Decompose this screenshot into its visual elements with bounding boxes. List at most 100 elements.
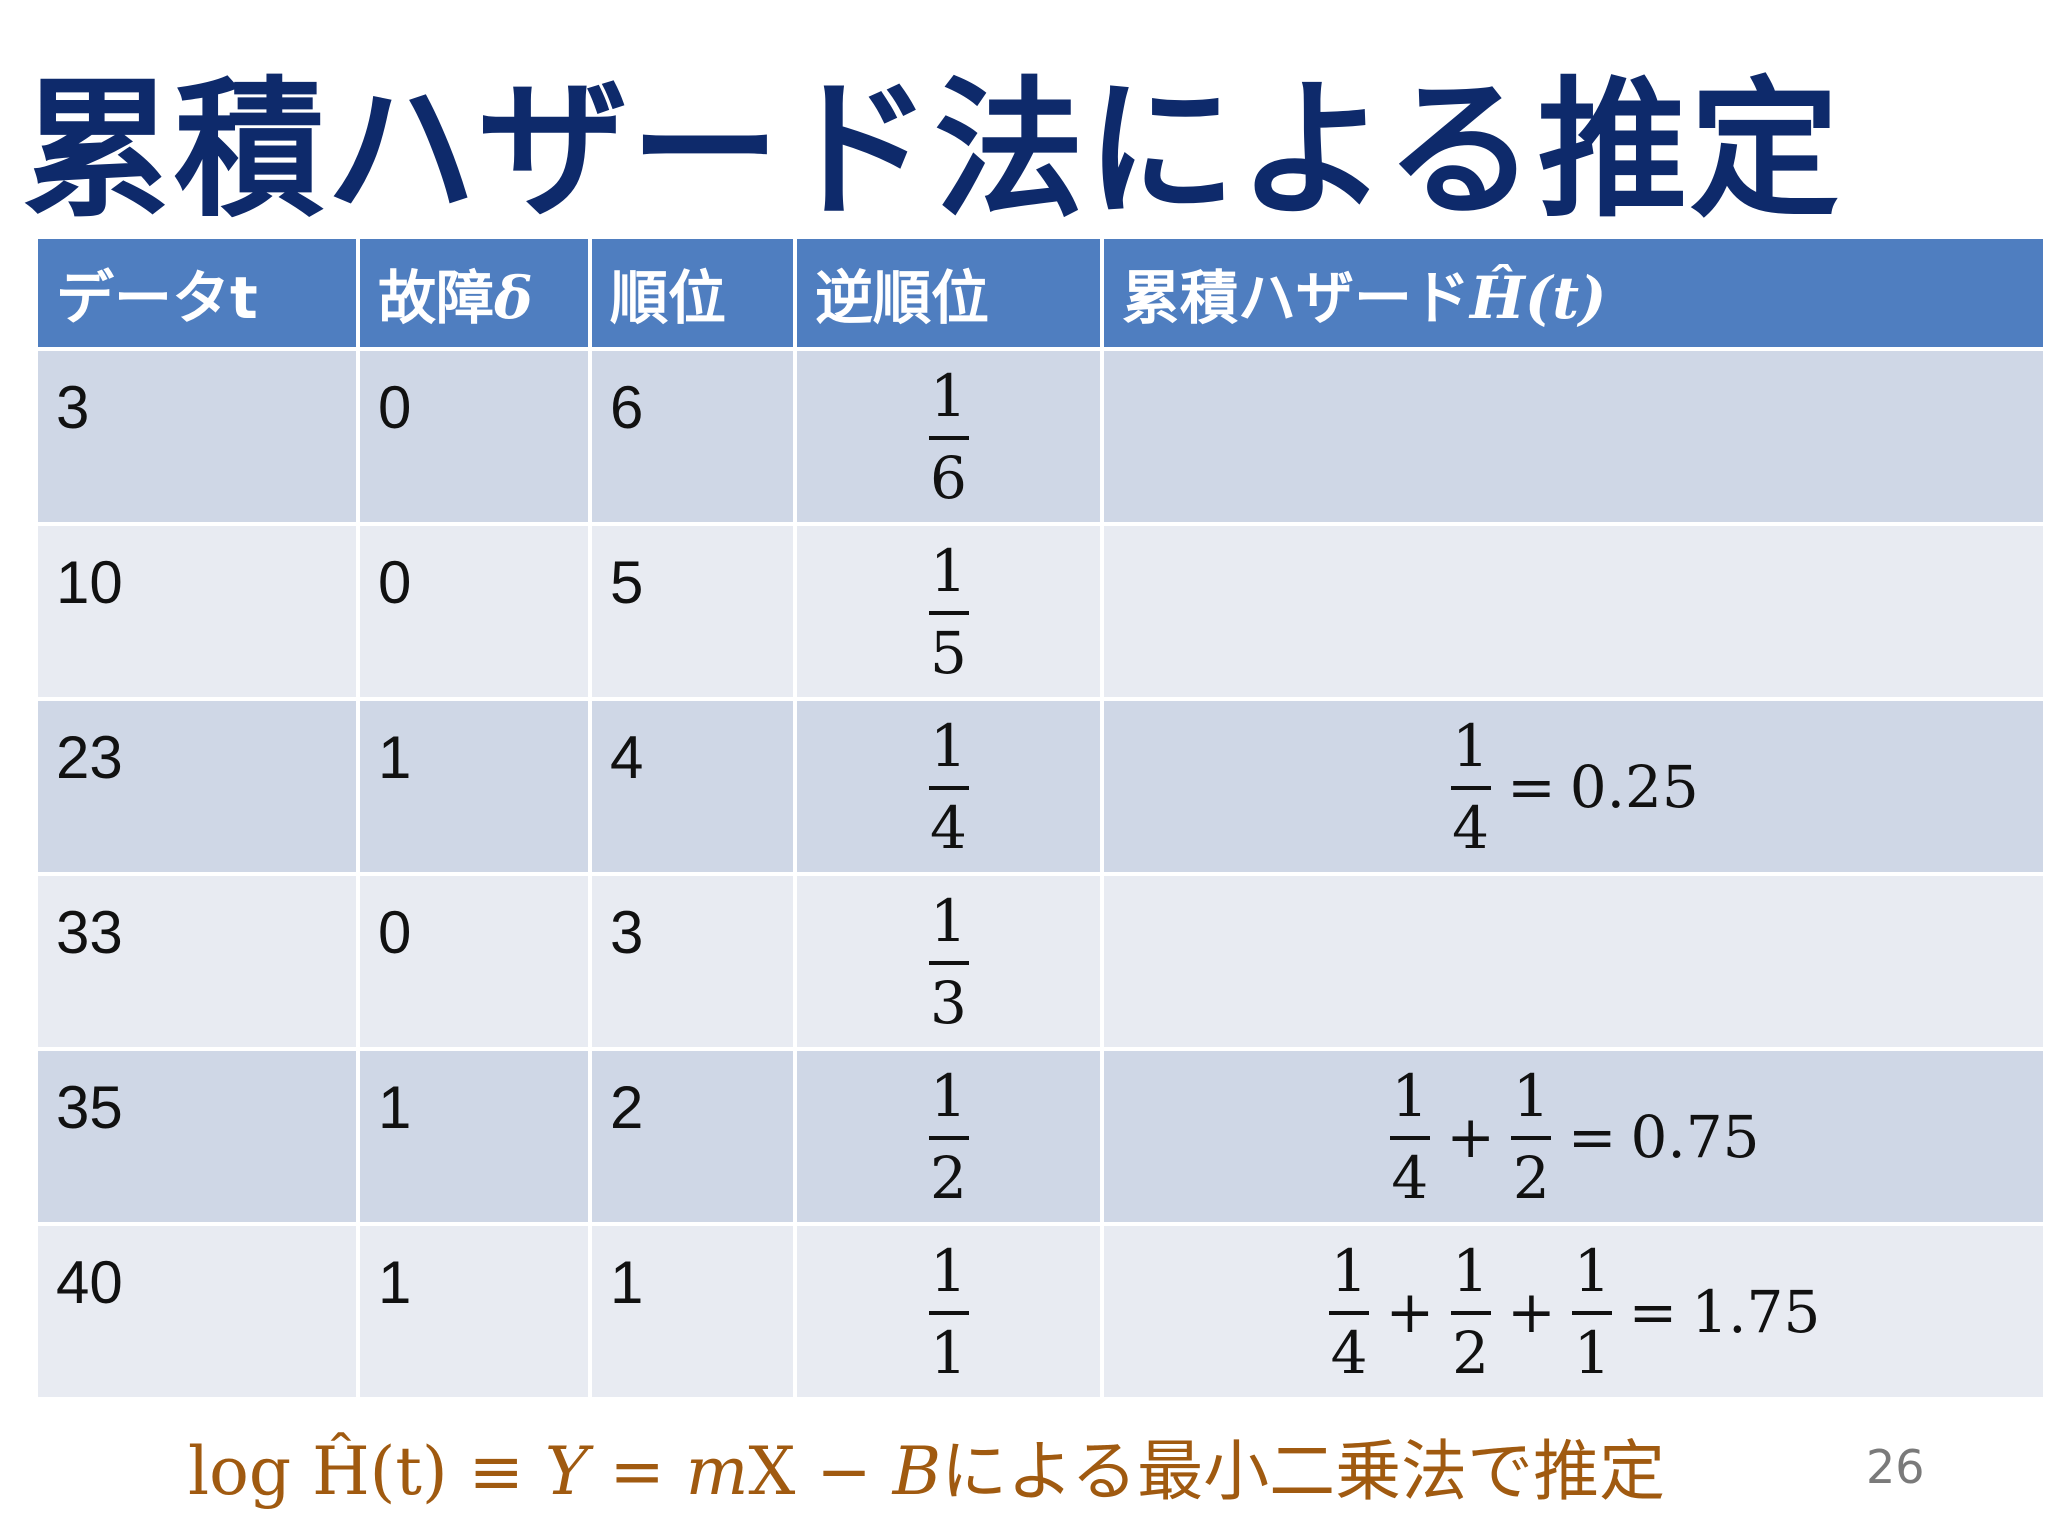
header-failure: 故障δ (356, 235, 592, 351)
page-number: 26 (1866, 1440, 1925, 1494)
formula-m: m (685, 1433, 749, 1510)
fraction-numerator: 1 (930, 711, 967, 780)
formula-minus: − (795, 1433, 893, 1510)
table-row: 35 1 2 1 2 1 4 +1 2 = 0.75 (34, 1047, 2047, 1226)
fraction-bar (1389, 1135, 1430, 1140)
hazard-result: 0.25 (1569, 752, 1699, 821)
cell-cumulative-hazard (1100, 522, 2047, 701)
cell-cumulative-hazard: 1 4 = 0.25 (1100, 697, 2047, 876)
formula-lhs: log Ĥ(t) (188, 1433, 448, 1510)
fraction-bar (928, 435, 969, 440)
cell-cumulative-hazard (1100, 347, 2047, 526)
cell-data-t: 10 (34, 522, 360, 701)
fraction-denominator: 4 (1452, 793, 1490, 862)
cell-data-t: 3 (34, 347, 360, 526)
table-row: 40 1 1 1 1 1 4 +1 2 +1 1 = 1.75 (34, 1222, 2047, 1401)
hazard-result: 0.75 (1630, 1102, 1760, 1171)
fraction-numerator: 1 (930, 361, 967, 430)
fraction-denominator: 2 (1452, 1318, 1490, 1387)
fraction-numerator: 1 (930, 536, 967, 605)
fraction-bar (928, 1135, 969, 1140)
fraction-denominator: 3 (930, 968, 967, 1037)
cell-failure: 0 (356, 872, 592, 1051)
fraction-denominator: 1 (930, 1318, 967, 1387)
cell-failure: 0 (356, 347, 592, 526)
cell-rank: 5 (588, 522, 797, 701)
table-row: 33 0 3 1 3 (34, 872, 2047, 1051)
least-squares-formula: log Ĥ(t) ≡ Y = mX − Bによる最小二乗法で推定 (188, 1422, 1665, 1522)
plus-sign: + (1507, 1277, 1556, 1346)
cell-cumulative-hazard: 1 4 +1 2 = 0.75 (1100, 1047, 2047, 1226)
cell-rank: 4 (588, 697, 797, 876)
fraction-numerator: 1 (1512, 1061, 1550, 1130)
fraction-denominator: 1 (1573, 1318, 1611, 1387)
cell-failure: 1 (356, 697, 592, 876)
header-hazard: 累積ハザードĤ(t) (1100, 235, 2047, 351)
formula-b: B (892, 1433, 942, 1510)
fraction-bar (1450, 1310, 1491, 1315)
fraction-numerator: 1 (930, 1061, 967, 1130)
fraction-denominator: 2 (1512, 1143, 1550, 1212)
table-row: 23 1 4 1 4 1 4 = 0.25 (34, 697, 2047, 876)
header-reverse-rank: 逆順位 (793, 235, 1104, 351)
cell-rank: 3 (588, 872, 797, 1051)
cell-rank: 2 (588, 1047, 797, 1226)
fraction-bar (1511, 1135, 1552, 1140)
cell-failure: 1 (356, 1047, 592, 1226)
fraction-numerator: 1 (930, 1236, 967, 1305)
fraction-bar (1329, 1310, 1370, 1315)
cell-cumulative-hazard (1100, 872, 2047, 1051)
fraction-bar (928, 610, 969, 615)
formula-x: X (748, 1433, 796, 1510)
hazard-result: 1.75 (1691, 1277, 1821, 1346)
table-header-row: データt 故障δ 順位 逆順位 累積ハザードĤ(t) (34, 235, 2047, 351)
header-data-t: データt (34, 235, 360, 351)
header-hazard-label: 累積ハザード (1122, 264, 1471, 332)
fraction-denominator: 4 (1391, 1143, 1429, 1212)
slide-title: 累積ハザード法による推定 (22, 64, 1842, 238)
table-row: 10 0 5 1 5 (34, 522, 2047, 701)
fraction-numerator: 1 (930, 886, 967, 955)
plus-sign: + (1446, 1102, 1495, 1171)
formula-y: Y (544, 1433, 589, 1510)
cell-cumulative-hazard: 1 4 +1 2 +1 1 = 1.75 (1100, 1222, 2047, 1401)
header-failure-label: 故障 (378, 264, 495, 332)
fraction-numerator: 1 (1391, 1061, 1429, 1130)
fraction-numerator: 1 (1573, 1236, 1611, 1305)
equals-sign: = (1567, 1102, 1617, 1171)
fraction-numerator: 1 (1452, 711, 1490, 780)
cell-failure: 0 (356, 522, 592, 701)
fraction-bar (1572, 1310, 1613, 1315)
formula-text: による最小二乗法で推定 (941, 1433, 1666, 1510)
header-hazard-symbol: Ĥ(t) (1470, 264, 1607, 332)
cell-data-t: 40 (34, 1222, 360, 1401)
equals-sign: = (1628, 1277, 1678, 1346)
formula-equiv: ≡ (447, 1433, 545, 1510)
fraction-denominator: 2 (930, 1143, 967, 1212)
fraction-denominator: 5 (930, 618, 967, 687)
fraction-bar (928, 785, 969, 790)
fraction-numerator: 1 (1452, 1236, 1490, 1305)
cell-data-t: 33 (34, 872, 360, 1051)
fraction-denominator: 6 (930, 443, 967, 512)
cell-failure: 1 (356, 1222, 592, 1401)
fraction-denominator: 4 (1330, 1318, 1368, 1387)
fraction-bar (928, 960, 969, 965)
